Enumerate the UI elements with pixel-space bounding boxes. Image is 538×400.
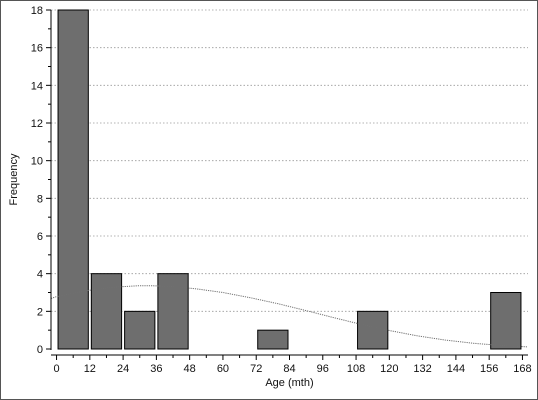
y-tick-label-12: 12 [31,118,43,130]
bar-24-36 [124,310,156,350]
x-tick-label-0: 0 [53,363,59,375]
bar-0-12 [57,9,89,350]
x-axis-title: Age (mth) [265,377,313,389]
bar-72-84 [257,329,289,350]
fit-curve [50,285,529,348]
x-tick-label-168: 168 [513,363,531,375]
x-tick-label-156: 156 [480,363,498,375]
x-tick-label-144: 144 [447,363,465,375]
y-tick-label-8: 8 [37,193,43,205]
axes [46,9,528,360]
gridlines [51,9,528,312]
x-tick-label-24: 24 [117,363,129,375]
y-tick-label-0: 0 [37,344,43,356]
x-tick-label-108: 108 [347,363,365,375]
bar-108-120 [357,310,389,350]
x-tick-label-84: 84 [283,363,295,375]
bar-36-48 [157,273,189,350]
y-tick-label-10: 10 [31,156,43,168]
x-tick-label-96: 96 [317,363,329,375]
y-tick-label-4: 4 [37,269,43,281]
y-tick-label-16: 16 [31,43,43,55]
bars [57,9,522,350]
x-tick-label-132: 132 [413,363,431,375]
x-tick-label-120: 120 [380,363,398,375]
x-tick-label-12: 12 [84,363,96,375]
bar-156-168 [490,292,522,350]
x-tick-label-48: 48 [184,363,196,375]
y-axis-title: Frequency [8,153,20,205]
y-tick-label-18: 18 [31,5,43,17]
y-tick-label-2: 2 [37,306,43,318]
bar-12-24 [90,273,123,350]
x-tick-label-36: 36 [150,363,162,375]
y-tick-label-14: 14 [31,80,43,92]
x-tick-label-60: 60 [217,363,229,375]
y-tick-label-6: 6 [37,231,43,243]
normal-fit-curve [50,285,529,348]
x-tick-label-72: 72 [250,363,262,375]
